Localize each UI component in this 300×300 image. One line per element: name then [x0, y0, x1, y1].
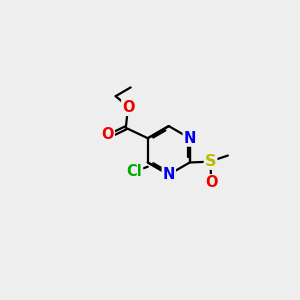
Text: S: S [205, 154, 216, 169]
Text: Cl: Cl [127, 164, 142, 179]
Text: O: O [101, 127, 114, 142]
Text: N: N [184, 131, 196, 146]
Text: N: N [163, 167, 175, 182]
Text: O: O [205, 175, 217, 190]
Text: O: O [122, 100, 135, 115]
